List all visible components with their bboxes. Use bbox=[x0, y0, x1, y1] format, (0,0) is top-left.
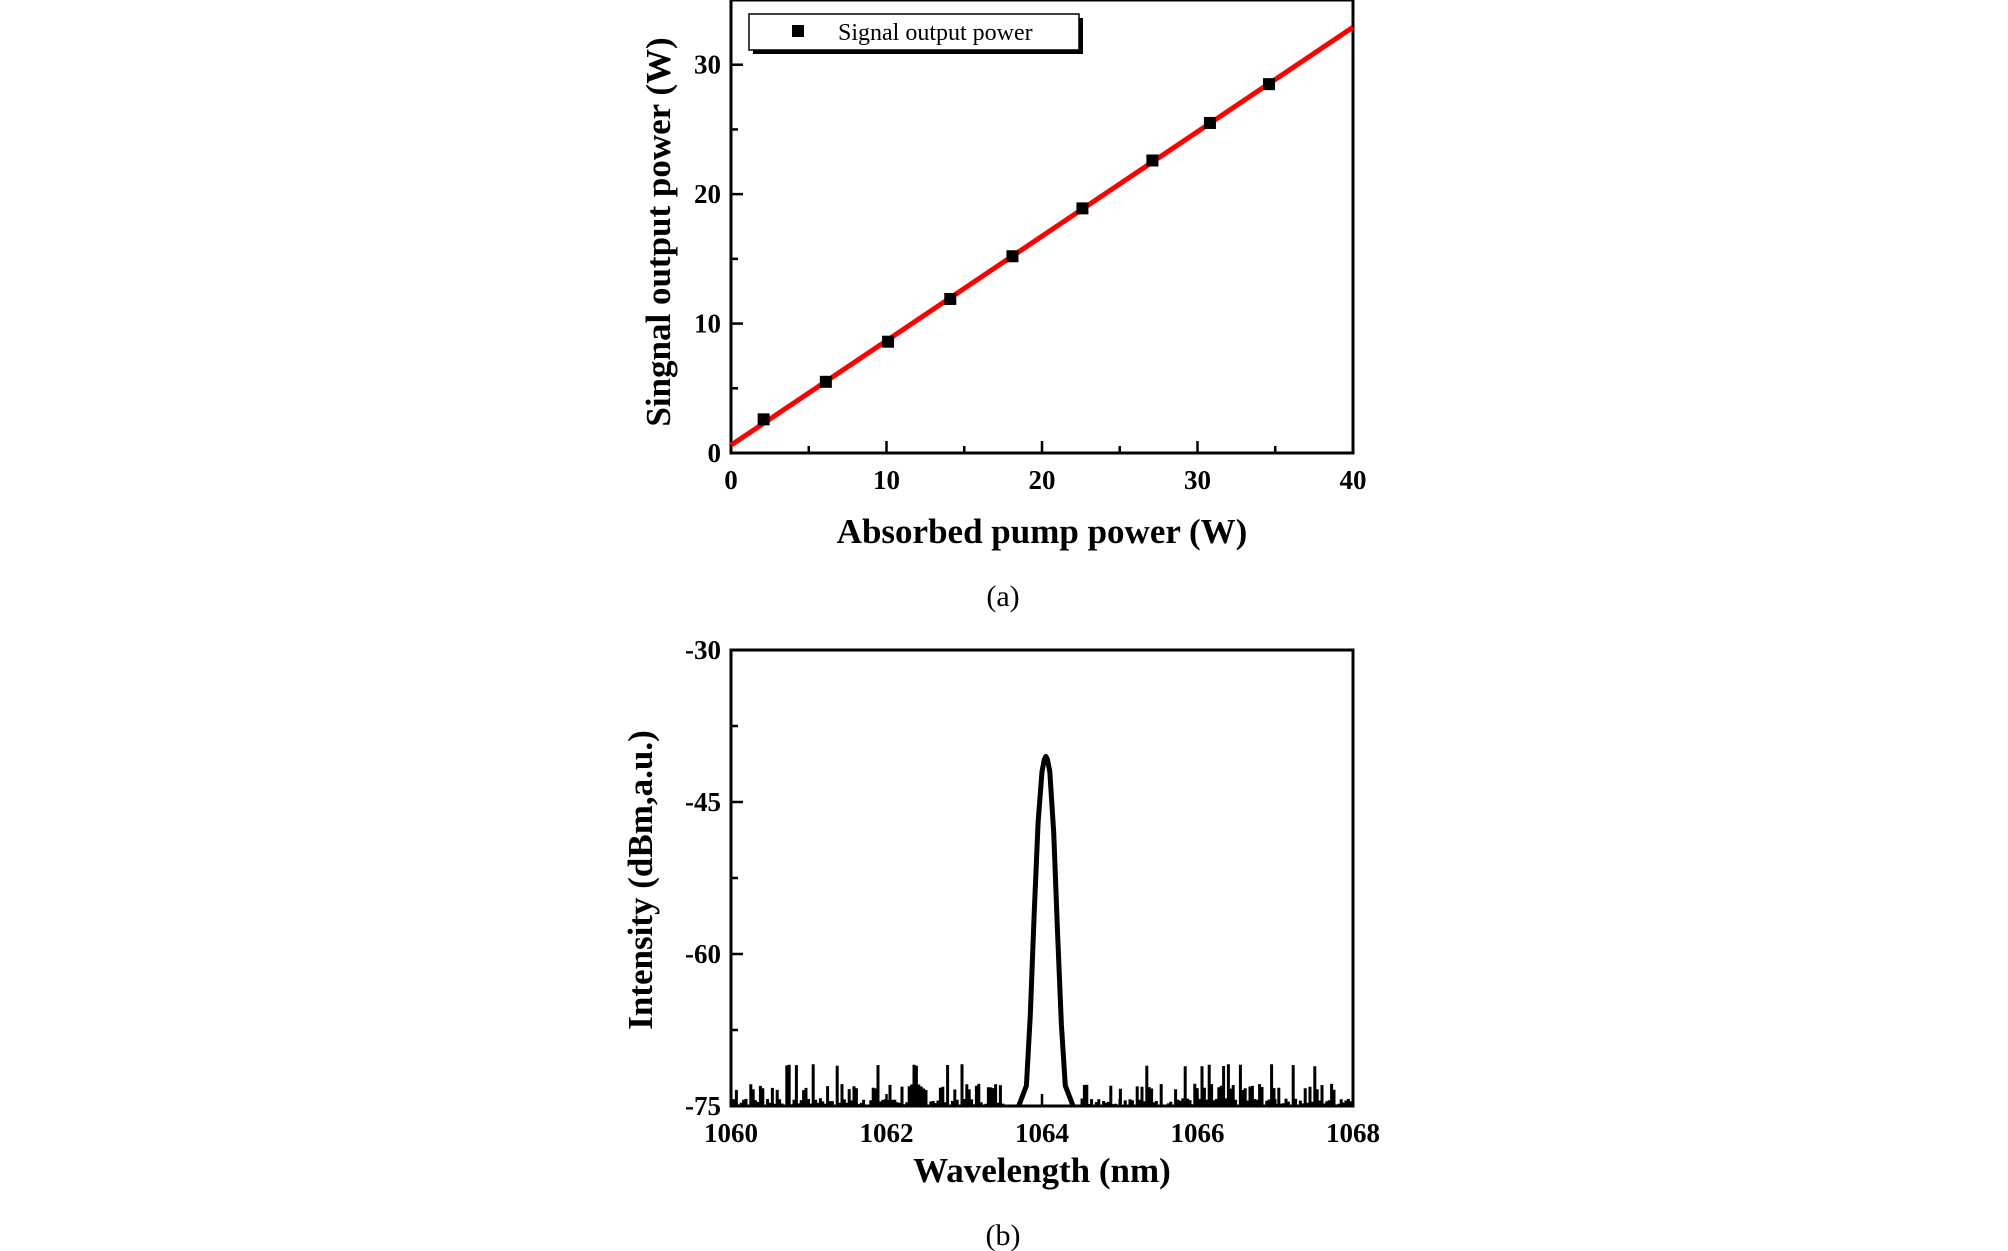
x-axis-label-b: Wavelength (nm) bbox=[913, 1151, 1171, 1190]
y-tick-label: 0 bbox=[708, 438, 722, 468]
y-tick-label: -30 bbox=[685, 635, 721, 665]
data-point bbox=[1006, 250, 1019, 263]
data-points-a bbox=[757, 78, 1276, 426]
legend-marker-icon bbox=[792, 25, 804, 37]
data-point bbox=[757, 413, 770, 426]
caption-a: (a) bbox=[986, 580, 1019, 613]
data-point bbox=[944, 292, 957, 305]
legend-box bbox=[748, 13, 1080, 51]
data-point bbox=[819, 375, 832, 388]
x-axis-label-a: Absorbed pump power (W) bbox=[837, 512, 1248, 551]
caption-b: (b) bbox=[986, 1219, 1021, 1251]
y-tick-label: -75 bbox=[685, 1091, 721, 1121]
data-point bbox=[1076, 202, 1089, 215]
axis-ticks-a: 0 10 20 30 40 0 10 20 30 bbox=[694, 0, 1367, 495]
spectrum-peak-trace bbox=[1016, 753, 1076, 1107]
axis-ticks-b: 1060 1062 1064 1066 1068 -75 -60 -45 -30 bbox=[685, 635, 1380, 1148]
legend-a: Signal output power bbox=[748, 13, 1083, 54]
legend-label: Signal output power bbox=[838, 20, 1033, 46]
y-tick-label: 20 bbox=[694, 179, 721, 209]
linear-fit-line bbox=[729, 25, 1355, 448]
x-tick-label: 30 bbox=[1184, 465, 1211, 495]
y-tick-label: 10 bbox=[694, 309, 721, 339]
data-point bbox=[1146, 154, 1159, 167]
y-tick-label: -60 bbox=[685, 939, 721, 969]
chart-panel-b: 1060 1062 1064 1066 1068 -75 -60 -45 -30 Intensi… bbox=[621, 635, 1380, 1251]
plot-frame-b bbox=[729, 648, 1355, 1108]
x-tick-label: 1066 bbox=[1171, 1118, 1225, 1148]
x-tick-label: 1060 bbox=[704, 1118, 758, 1148]
x-tick-label: 0 bbox=[724, 465, 738, 495]
y-tick-label: -45 bbox=[685, 787, 721, 817]
x-tick-label: 10 bbox=[873, 465, 900, 495]
data-point bbox=[882, 335, 895, 348]
x-tick-label: 40 bbox=[1340, 465, 1367, 495]
x-tick-label: 1068 bbox=[1326, 1118, 1380, 1148]
noise-floor-trace bbox=[732, 1064, 1353, 1106]
x-tick-label: 1062 bbox=[860, 1118, 914, 1148]
x-tick-label: 1064 bbox=[1015, 1118, 1069, 1148]
chart-panel-a: 0 10 20 30 40 0 10 20 30 Signal output power Sin… bbox=[639, 0, 1367, 613]
data-point bbox=[1263, 78, 1276, 91]
x-tick-label: 20 bbox=[1029, 465, 1056, 495]
y-axis-label-a: Singnal output power (W) bbox=[639, 37, 678, 426]
data-point bbox=[1203, 116, 1216, 129]
y-tick-label: 30 bbox=[694, 50, 721, 80]
y-axis-label-b: Intensity (dBm,a.u.) bbox=[621, 730, 660, 1029]
